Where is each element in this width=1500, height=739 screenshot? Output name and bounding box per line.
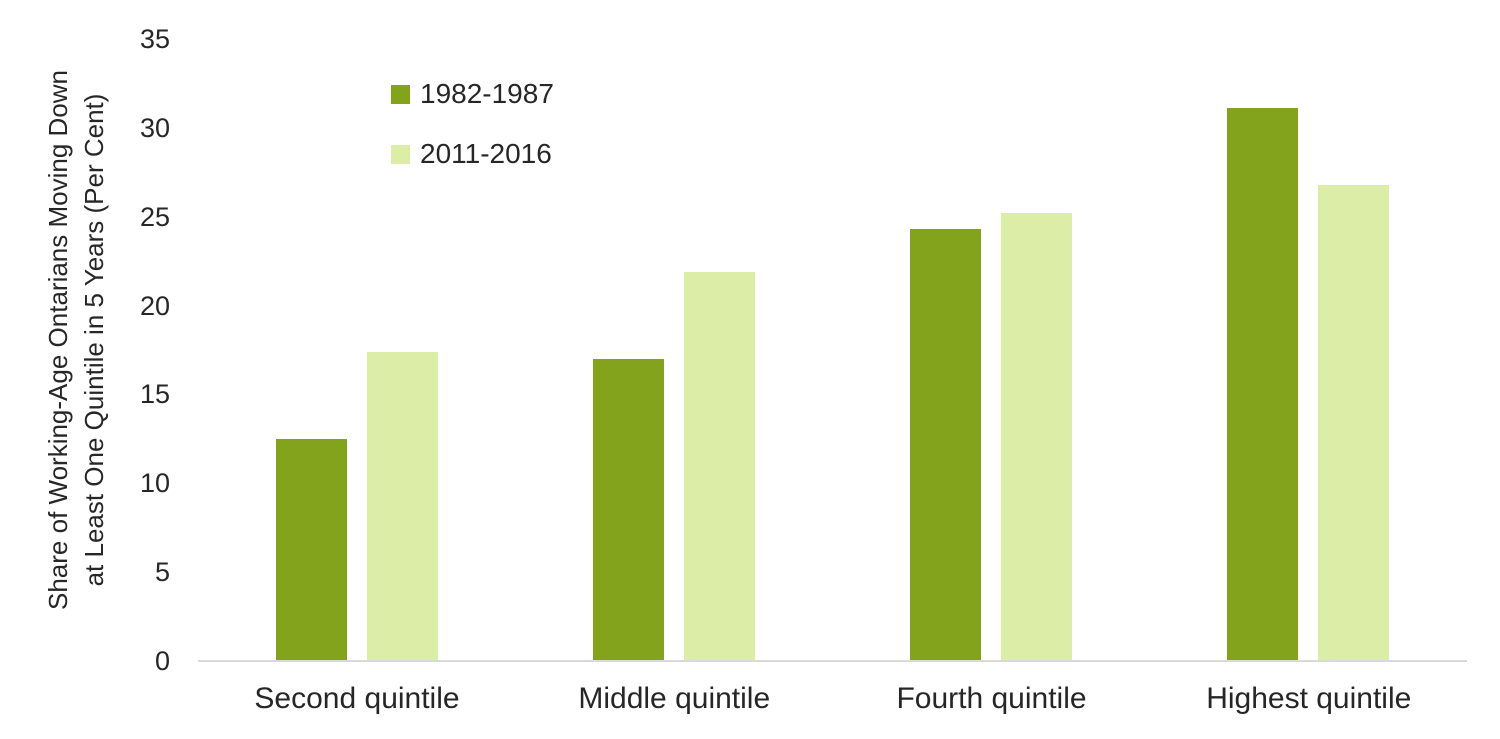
bar-2011-2016-second-quintile bbox=[366, 351, 438, 661]
x-axis-label-middle-quintile: Middle quintile bbox=[578, 682, 771, 715]
y-axis-title-line1: Share of Working-Age Ontarians Moving Do… bbox=[43, 70, 74, 610]
y-axis-title: Share of Working-Age Ontarians Moving Do… bbox=[41, 70, 113, 610]
bar-2011-2016-highest-quintile bbox=[1318, 184, 1390, 661]
x-axis-line bbox=[198, 660, 1467, 662]
x-axis-label-fourth-quintile: Fourth quintile bbox=[896, 682, 1087, 715]
legend: 1982-1987 2011-2016 bbox=[391, 78, 554, 170]
x-axis-label-highest-quintile: Highest quintile bbox=[1206, 682, 1412, 715]
y-tick-label: 10 bbox=[139, 468, 170, 499]
bar-2011-2016-fourth-quintile bbox=[1001, 213, 1073, 661]
bar-1982-1987-fourth-quintile bbox=[910, 229, 982, 661]
y-tick-label: 20 bbox=[139, 290, 170, 321]
legend-label: 2011-2016 bbox=[420, 138, 552, 169]
bar-1982-1987-second-quintile bbox=[275, 438, 347, 661]
y-tick-label: 15 bbox=[139, 379, 170, 410]
bar-1982-1987-middle-quintile bbox=[592, 358, 664, 661]
y-tick-label: 30 bbox=[139, 112, 170, 143]
legend-swatch-icon bbox=[391, 84, 410, 104]
y-axis-title-line2: at Least One Quintile in 5 Years (Per Ce… bbox=[79, 93, 109, 587]
legend-item-2011-2016: 2011-2016 bbox=[391, 138, 554, 170]
bar-2011-2016-middle-quintile bbox=[683, 271, 755, 661]
legend-item-1982-1987: 1982-1987 bbox=[391, 78, 554, 110]
y-tick-label: 0 bbox=[154, 646, 170, 676]
y-tick-label: 5 bbox=[154, 557, 170, 588]
y-tick-label: 35 bbox=[139, 24, 170, 54]
legend-swatch-icon bbox=[391, 144, 410, 164]
y-tick-label: 25 bbox=[139, 201, 170, 232]
bar-1982-1987-highest-quintile bbox=[1227, 108, 1299, 661]
x-axis-label-second-quintile: Second quintile bbox=[254, 682, 460, 715]
legend-label: 1982-1987 bbox=[420, 78, 554, 109]
